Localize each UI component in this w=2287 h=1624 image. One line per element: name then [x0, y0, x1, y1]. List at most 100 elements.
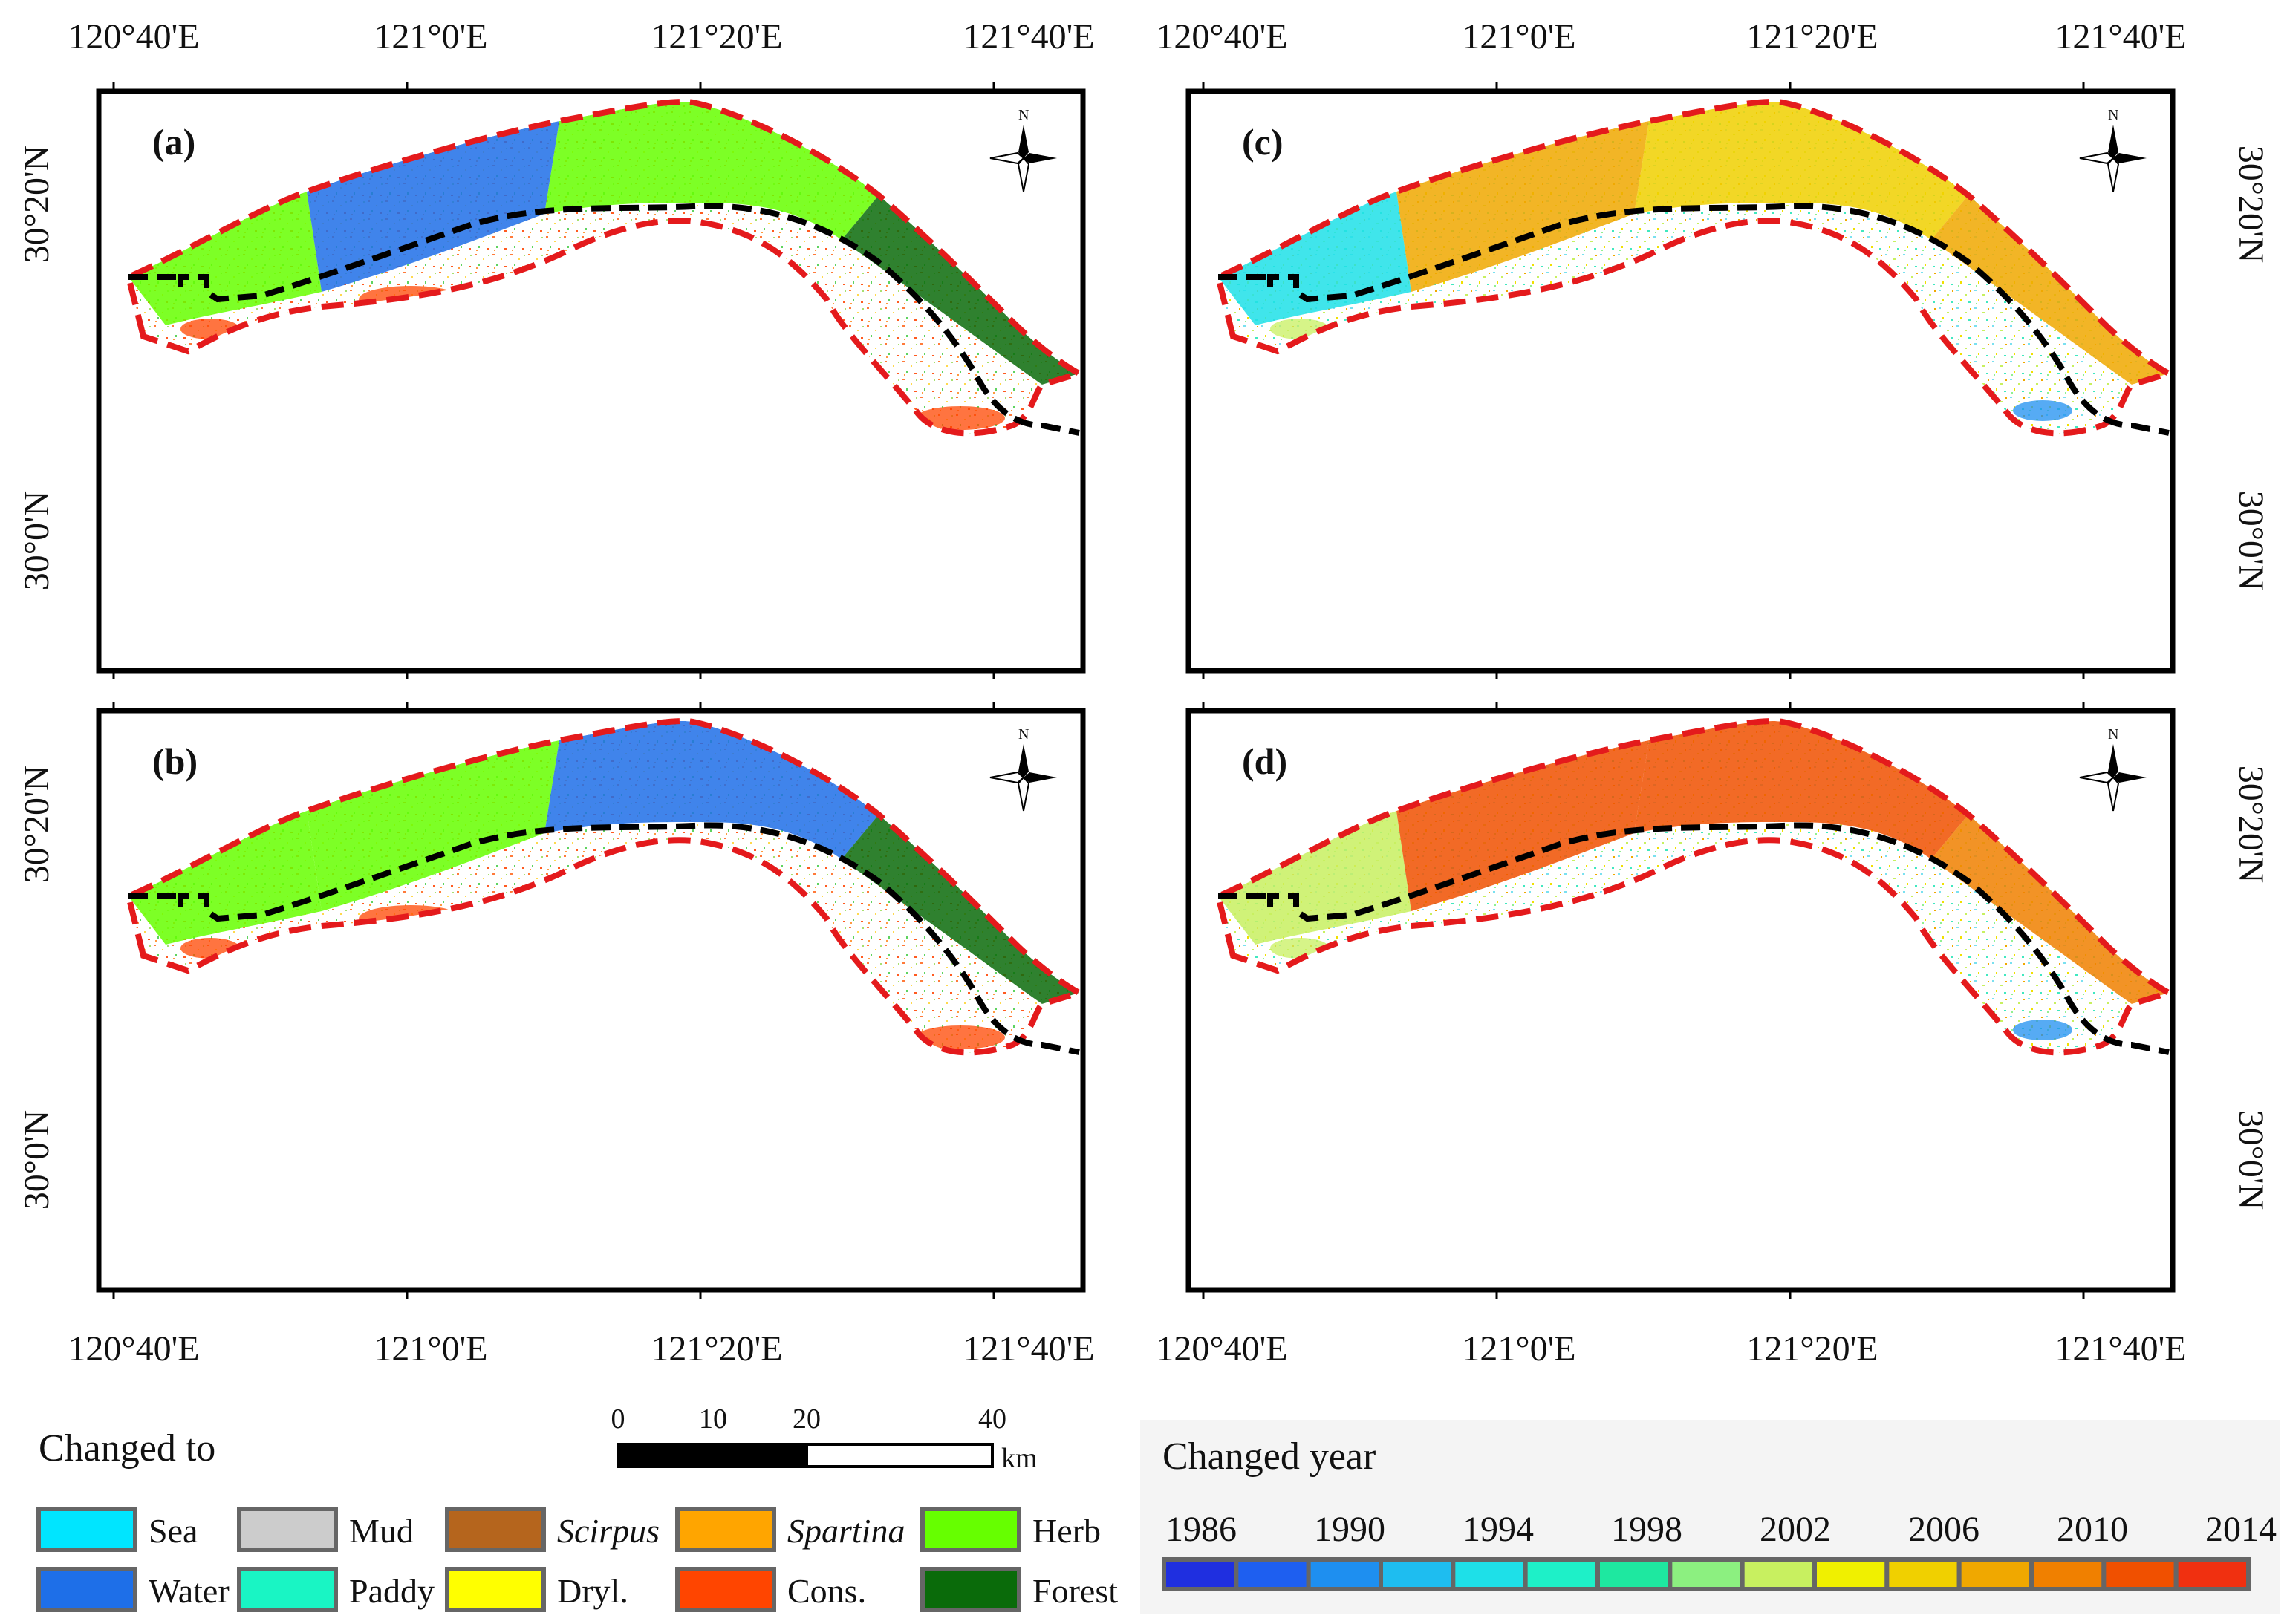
panel-label-c: (c) [1242, 121, 1284, 163]
panel-label-d: (d) [1242, 740, 1287, 782]
north-arrow-letter: N [2108, 107, 2118, 123]
year-ramp-cell [1162, 1557, 1239, 1591]
north-arrow-icon: N [989, 726, 1057, 812]
lon-label-top: 121°0'E [374, 17, 487, 56]
year-ramp-cell [2029, 1557, 2107, 1591]
north-arrow-letter: N [2108, 726, 2118, 743]
legend-label: Cons. [787, 1572, 866, 1610]
landcover-legend: Changed to Sea Mud Scirpus Spartina Herb Wate… [36, 1427, 1118, 1612]
legend-swatch [237, 1507, 338, 1552]
legend-label: Paddy [349, 1572, 435, 1610]
reclaimed-patch [1931, 815, 2169, 1004]
lon-label-top: 121°40'E [963, 17, 1094, 56]
lon-label-top: 121°40'E [2055, 17, 2186, 56]
lon-label-bottom: 121°40'E [2055, 1329, 2186, 1369]
reclaimed-patch [307, 740, 559, 911]
reclamation-zone [1218, 721, 2169, 1004]
legend-label: Mud [349, 1512, 414, 1550]
reclaimed-patch [307, 121, 559, 292]
lat-label-left: 30°0'N [17, 491, 56, 591]
reclamation-zone [1218, 102, 2169, 385]
legend-swatch [36, 1567, 137, 1612]
lat-label-left: 30°20'N [17, 146, 56, 264]
reclaimed-patch [842, 815, 1079, 1004]
north-arrow-icon: N [2079, 726, 2147, 812]
legend-swatch [675, 1567, 776, 1612]
legend-item-water: Water [36, 1567, 230, 1612]
year-ramp-cell [1668, 1557, 1745, 1591]
landcover-patch [2013, 400, 2072, 421]
lon-label-bottom: 121°0'E [1462, 1329, 1575, 1369]
lat-label-right: 30°0'N [2231, 491, 2271, 591]
map-panel-b: (b) N [96, 702, 1086, 1299]
reclaimed-patch [544, 721, 879, 859]
legend-item-forest: Forest [920, 1567, 1118, 1612]
legend-swatch [445, 1567, 546, 1612]
year-legend: Changed year 1986 1990 1994 1998 2002 2006 201… [1140, 1420, 2280, 1614]
lon-label-bottom: 121°40'E [963, 1329, 1094, 1369]
legend-swatch [675, 1507, 776, 1552]
scale-bar: 0 10 20 40 km [611, 1403, 1038, 1474]
legend-swatch [920, 1507, 1021, 1552]
year-ramp-cell [1884, 1557, 1962, 1591]
year-ramp-cell [1523, 1557, 1601, 1591]
lon-label-bottom: 120°40'E [1156, 1329, 1287, 1369]
reclaimed-patch [1634, 102, 1968, 240]
lon-label-bottom: 121°20'E [1746, 1329, 1878, 1369]
reclamation-zone [128, 721, 1079, 1004]
legend-label: Herb [1032, 1512, 1101, 1550]
legend-item-scirpus: Scirpus [445, 1507, 660, 1552]
legend-item-sea: Sea [36, 1507, 198, 1552]
legend-swatch [920, 1567, 1021, 1612]
scale-tick-label: 10 [699, 1403, 727, 1435]
scale-tick-label: 40 [978, 1403, 1006, 1435]
map-panel-a: (a) N [96, 82, 1086, 679]
year-ramp-cell [2101, 1557, 2179, 1591]
landcover-patch [916, 406, 1005, 430]
year-label: 1994 [1463, 1510, 1534, 1549]
reclaimed-patch [842, 195, 1079, 385]
year-label: 2006 [1908, 1510, 1979, 1549]
scale-unit: km [1001, 1443, 1038, 1474]
north-arrow-icon: N [2079, 107, 2147, 192]
legend-label: Forest [1032, 1572, 1118, 1610]
lon-label-bottom: 121°0'E [374, 1329, 487, 1369]
reclaimed-patch [1396, 740, 1649, 911]
lon-label-top: 121°20'E [1746, 17, 1878, 56]
year-ramp-cell [1451, 1557, 1528, 1591]
panel-label-b: (b) [152, 740, 198, 782]
landcover-patch [2013, 1020, 2072, 1040]
legend-label: Sea [149, 1512, 198, 1550]
reclaimed-patch [1634, 721, 1968, 859]
scale-tick-label: 0 [611, 1403, 625, 1435]
year-ramp-cell [2173, 1557, 2251, 1591]
reclaimed-patch [544, 102, 879, 240]
legend-item-paddy: Paddy [237, 1567, 435, 1612]
panel-label-a: (a) [152, 121, 195, 163]
legend-swatch [237, 1567, 338, 1612]
year-label: 1986 [1165, 1510, 1237, 1549]
lon-label-bottom: 120°40'E [68, 1329, 199, 1369]
north-arrow-icon: N [989, 107, 1057, 192]
year-label: 2010 [2057, 1510, 2128, 1549]
year-ramp-cell [1956, 1557, 2034, 1591]
reclaimed-patch [1396, 121, 1649, 292]
year-label: 1990 [1314, 1510, 1385, 1549]
legend-label: Scirpus [557, 1512, 660, 1550]
year-ramp-cell [1306, 1557, 1383, 1591]
year-legend-title: Changed year [1162, 1435, 1376, 1478]
year-ramp-cell [1234, 1557, 1311, 1591]
lat-label-right: 30°20'N [2231, 766, 2271, 884]
scale-tick-label: 20 [793, 1403, 821, 1435]
year-ramp-cell [1379, 1557, 1456, 1591]
year-label: 1998 [1611, 1510, 1682, 1549]
landcover-legend-title: Changed to [39, 1427, 215, 1470]
lat-label-right: 30°20'N [2231, 146, 2271, 264]
year-ramp-cell [1812, 1557, 1890, 1591]
north-arrow-letter: N [1018, 726, 1029, 743]
legend-item-spartina: Spartina [675, 1507, 905, 1552]
year-ramp-cell [1740, 1557, 1818, 1591]
year-label: 2014 [2205, 1510, 2277, 1549]
lon-label-top: 120°40'E [68, 17, 199, 56]
